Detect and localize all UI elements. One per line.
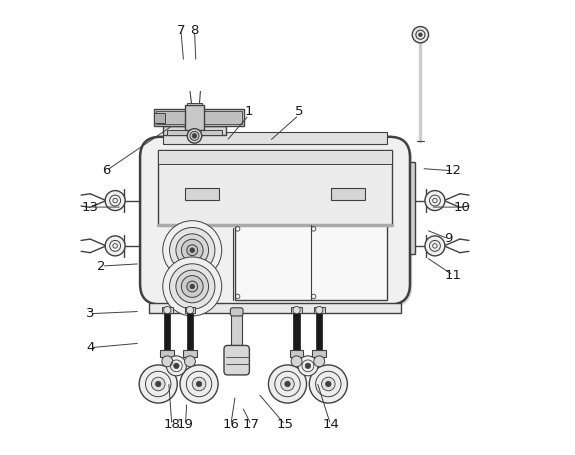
FancyBboxPatch shape [140,137,410,304]
Bar [185,187,220,200]
Bar [163,126,227,135]
Bar [410,162,415,254]
Circle shape [316,306,323,313]
Circle shape [192,134,197,138]
Bar [167,130,222,135]
Circle shape [281,377,294,391]
Bar [156,111,242,124]
Circle shape [293,306,300,313]
Circle shape [139,365,177,403]
FancyBboxPatch shape [143,139,412,307]
Circle shape [164,306,171,313]
Circle shape [309,365,347,403]
Bar [158,151,392,164]
Circle shape [291,356,302,367]
Circle shape [425,191,445,211]
Circle shape [162,356,172,367]
Circle shape [105,236,125,256]
Bar [163,132,388,144]
Text: 8: 8 [190,24,199,37]
Bar [154,113,165,123]
Circle shape [187,245,198,256]
Circle shape [163,221,222,280]
Circle shape [185,356,196,367]
Text: 13: 13 [82,201,99,213]
Bar [314,307,325,313]
FancyBboxPatch shape [224,345,250,375]
Circle shape [190,131,199,141]
Bar [185,307,196,313]
Circle shape [180,365,218,403]
Bar [149,303,401,313]
Circle shape [190,284,194,289]
Text: 17: 17 [243,418,260,431]
Text: 9: 9 [444,233,453,245]
Bar [316,311,323,352]
Circle shape [325,381,331,387]
Circle shape [163,257,222,316]
Circle shape [174,363,179,369]
Circle shape [187,281,198,292]
Text: 10: 10 [454,201,470,213]
Circle shape [412,26,428,43]
Circle shape [305,363,310,369]
Circle shape [419,33,422,36]
Bar [187,311,193,352]
Circle shape [196,381,202,387]
Bar [160,350,174,357]
Bar [231,313,242,348]
Circle shape [170,228,215,273]
Text: 15: 15 [277,418,294,431]
Circle shape [321,377,335,391]
Circle shape [186,306,194,313]
Bar [291,307,302,313]
Text: 16: 16 [223,418,239,431]
Bar [187,103,202,132]
Bar [154,109,244,126]
Text: 7: 7 [177,24,185,37]
Bar [290,350,304,357]
Bar [158,151,392,225]
Text: 18: 18 [163,418,181,431]
Circle shape [187,129,202,143]
Circle shape [170,264,215,309]
Circle shape [298,356,318,376]
Circle shape [190,248,194,253]
Text: 14: 14 [322,418,339,431]
Bar [312,350,326,357]
Circle shape [166,356,186,376]
Text: 6: 6 [102,164,110,177]
Bar [162,307,172,313]
Circle shape [425,236,445,256]
Text: 19: 19 [177,418,194,431]
Text: 1: 1 [245,105,253,118]
Bar [164,311,170,352]
Circle shape [181,276,203,298]
FancyBboxPatch shape [231,308,243,316]
Text: 12: 12 [444,164,462,177]
Bar [235,225,388,300]
Bar [331,187,365,200]
Circle shape [105,191,125,211]
Circle shape [151,377,165,391]
Text: 5: 5 [294,105,303,118]
Text: 4: 4 [86,341,94,354]
Circle shape [155,381,161,387]
Circle shape [285,381,290,387]
Circle shape [176,234,209,267]
Bar [293,311,300,352]
Circle shape [192,377,206,391]
Text: 11: 11 [444,268,462,282]
Circle shape [269,365,306,403]
Circle shape [181,239,203,261]
Circle shape [314,356,325,367]
Bar [183,350,197,357]
Text: 2: 2 [97,259,106,273]
Bar [185,105,205,130]
Circle shape [176,270,209,303]
Text: 3: 3 [86,307,94,320]
